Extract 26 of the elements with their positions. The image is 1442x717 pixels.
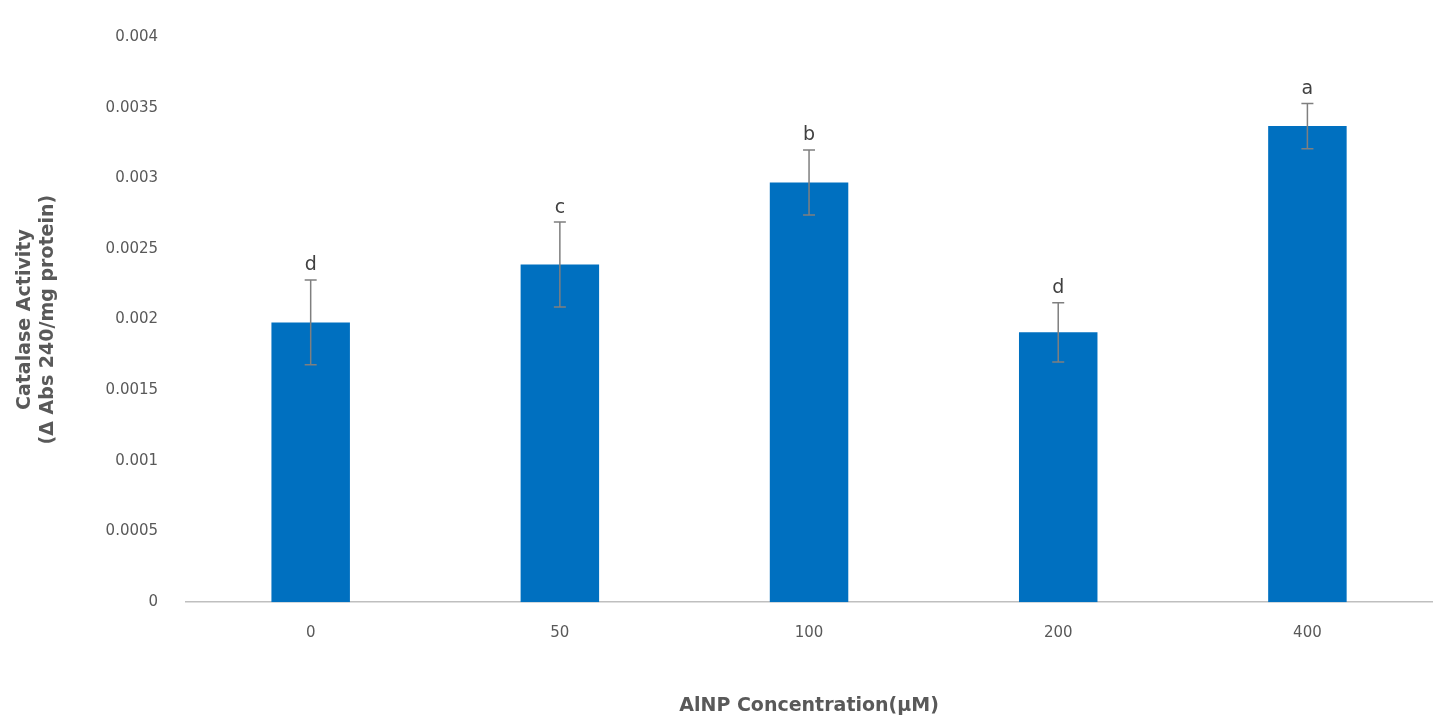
y-tick-label: 0.0005 bbox=[105, 521, 159, 540]
annotation: a bbox=[1301, 75, 1314, 98]
x-tick-label: 0 bbox=[305, 623, 316, 642]
annotation: d bbox=[304, 252, 317, 275]
y-tick-label: 0.0025 bbox=[105, 238, 159, 257]
y-tick-label: 0 bbox=[148, 592, 159, 611]
y-tick-label: 0.002 bbox=[115, 309, 159, 328]
bar bbox=[271, 322, 350, 603]
y-axis-title: Catalase Activity (Δ Abs 240/mg protein) bbox=[12, 194, 58, 445]
annotation: b bbox=[803, 122, 816, 145]
annotation: c bbox=[554, 194, 566, 217]
bar bbox=[520, 264, 600, 603]
x-tick-label: 50 bbox=[550, 623, 570, 642]
annotation: d bbox=[1052, 275, 1065, 298]
y-tick-label: 0.001 bbox=[115, 450, 159, 469]
x-axis-title: AlNP Concentration(µM) bbox=[679, 692, 939, 715]
x-tick-label: 400 bbox=[1293, 623, 1322, 642]
bar bbox=[1268, 126, 1347, 603]
bar bbox=[769, 182, 849, 603]
x-tick-label: 200 bbox=[1043, 623, 1073, 642]
y-tick-label: 0.004 bbox=[115, 26, 159, 45]
x-tick-label: 100 bbox=[794, 623, 824, 642]
y-tick-label: 0.0015 bbox=[105, 380, 159, 399]
y-tick-label: 0.003 bbox=[115, 168, 159, 187]
bar bbox=[1018, 332, 1098, 603]
y-tick-label: 0.0035 bbox=[105, 97, 159, 116]
